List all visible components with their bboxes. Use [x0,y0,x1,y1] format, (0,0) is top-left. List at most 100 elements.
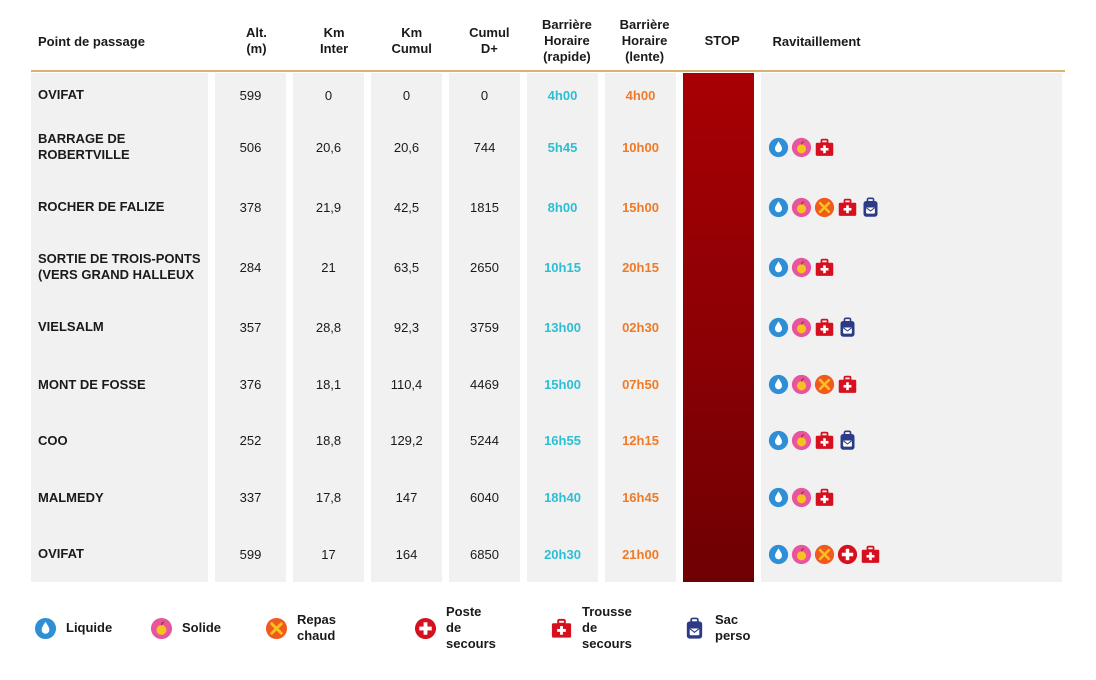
repas-icon [265,617,288,640]
legend-item-solide: Solide [150,617,221,640]
liquide-icon [768,374,789,395]
km-cumul-cell: 147 [371,469,442,526]
km-cumul-value: 92,3 [393,319,420,335]
name-value: SORTIE DE TROIS-PONTS (VERS GRAND HALLEU… [38,251,201,282]
header-km-cumul: Km Cumul [391,25,432,56]
km-cumul-cell: 42,5 [371,177,442,237]
km-cumul-value: 129,2 [390,433,423,448]
cumul-d-cell: 5244 [449,412,520,469]
ravitaillement-cell [761,177,1062,237]
cumul-d-cell: 1815 [449,177,520,237]
solide-icon [791,430,812,451]
solide-icon [791,544,812,565]
cumul-d-cell: 4469 [449,357,520,412]
solide-icon [791,137,812,158]
rapide-cell: 10h15 [527,237,598,297]
trousse-icon [837,374,858,395]
alt-cell: 357 [215,297,286,357]
km-cumul-value: 20,6 [393,139,420,155]
rapide-value: 16h55 [544,433,581,448]
trousse-icon [814,317,835,338]
name-value: MALMEDY [38,489,104,505]
legend-label: Solide [182,620,222,635]
km-inter-value: 18,1 [315,377,342,392]
name-cell: MALMEDY [31,469,208,526]
legend-label: Liquide [66,620,113,635]
km-cumul-cell: 63,5 [371,237,442,297]
lente-cell: 21h00 [605,526,676,582]
km-inter-cell: 18,8 [293,412,364,469]
column-name: OVIFAT BARRAGE DE ROBERTVILLE ROCHER DE FA… [31,73,208,582]
km-inter-cell: 18,1 [293,357,364,412]
lente-value: 12h15 [622,433,659,448]
legend-item-liquide: Liquide [34,617,112,640]
liquide-icon [768,430,789,451]
cumul-d-value: 5244 [470,433,499,448]
name-cell: BARRAGE DE ROBERTVILLE [31,117,208,177]
km-cumul-value: 110,4 [390,377,423,392]
lente-cell: 20h15 [605,237,676,297]
trousse-icon [550,617,573,640]
trousse-icon [814,257,835,278]
ravitaillement-cell [761,357,1062,412]
liquide-icon [768,197,789,218]
name-cell: SORTIE DE TROIS-PONTS (VERS GRAND HALLEU… [31,237,208,297]
cumul-d-cell: 6040 [449,469,520,526]
liquide-icon [768,487,789,508]
rapide-value: 20h30 [544,546,581,562]
rapide-cell: 13h00 [527,297,598,357]
km-inter-value: 28,8 [315,319,342,335]
stop-bar [683,73,754,582]
name-value: BARRAGE DE ROBERTVILLE [38,131,130,162]
alt-value: 378 [239,199,262,215]
ravitaillement-cell [761,469,1062,526]
repas-icon [814,374,835,395]
sac-icon [683,617,706,640]
cumul-d-cell: 2650 [449,237,520,297]
legend-label: Trousse de secours [582,604,632,651]
repas-icon [814,197,835,218]
lente-cell: 4h00 [605,73,676,117]
ravitaillement-cell [761,526,1062,582]
legend-label: Poste de secours [446,604,496,651]
alt-value: 337 [239,490,262,505]
header-divider [31,70,1065,72]
cumul-d-cell: 744 [449,117,520,177]
cumul-d-value: 744 [473,139,496,155]
repas-icon [814,544,835,565]
sac-icon [860,197,881,218]
name-value: VIELSALM [38,319,104,334]
ravitaillement-cell [761,297,1062,357]
legend-label: Repas chaud [297,612,337,643]
km-cumul-cell: 110,4 [371,357,442,412]
trousse-icon [860,544,881,565]
km-inter-value: 21 [321,259,336,275]
lente-cell: 16h45 [605,469,676,526]
header-alt: Alt. (m) [245,25,267,56]
header-bh-lente: Barrière Horaire (lente) [619,17,670,64]
header-cumul-d: Cumul D+ [469,25,510,56]
cumul-d-value: 6040 [470,490,499,505]
km-inter-cell: 0 [293,73,364,117]
trousse-icon [814,137,835,158]
km-inter-value: 0 [324,87,333,103]
lente-cell: 15h00 [605,177,676,237]
header-ravitaillement: Ravitaillement [772,33,861,49]
km-cumul-value: 147 [395,490,418,505]
ravitaillement-cell [761,412,1062,469]
column-rapide: 4h00 5h45 8h00 10h15 13h00 15h00 16h55 18h40 20h… [527,73,598,582]
liquide-icon [768,137,789,158]
legend-label: Sac perso [715,612,751,643]
alt-value: 506 [239,139,262,155]
rapide-cell: 8h00 [527,177,598,237]
km-inter-value: 21,9 [315,199,342,215]
cumul-d-value: 4469 [470,377,499,392]
km-cumul-cell: 0 [371,73,442,117]
rapide-value: 5h45 [547,139,578,155]
lente-cell: 02h30 [605,297,676,357]
rapide-value: 4h00 [547,87,578,103]
km-cumul-cell: 129,2 [371,412,442,469]
name-cell: MONT DE FOSSE [31,357,208,412]
legend-item-sac: Sac perso [683,612,750,644]
ravitaillement-cell [761,117,1062,177]
